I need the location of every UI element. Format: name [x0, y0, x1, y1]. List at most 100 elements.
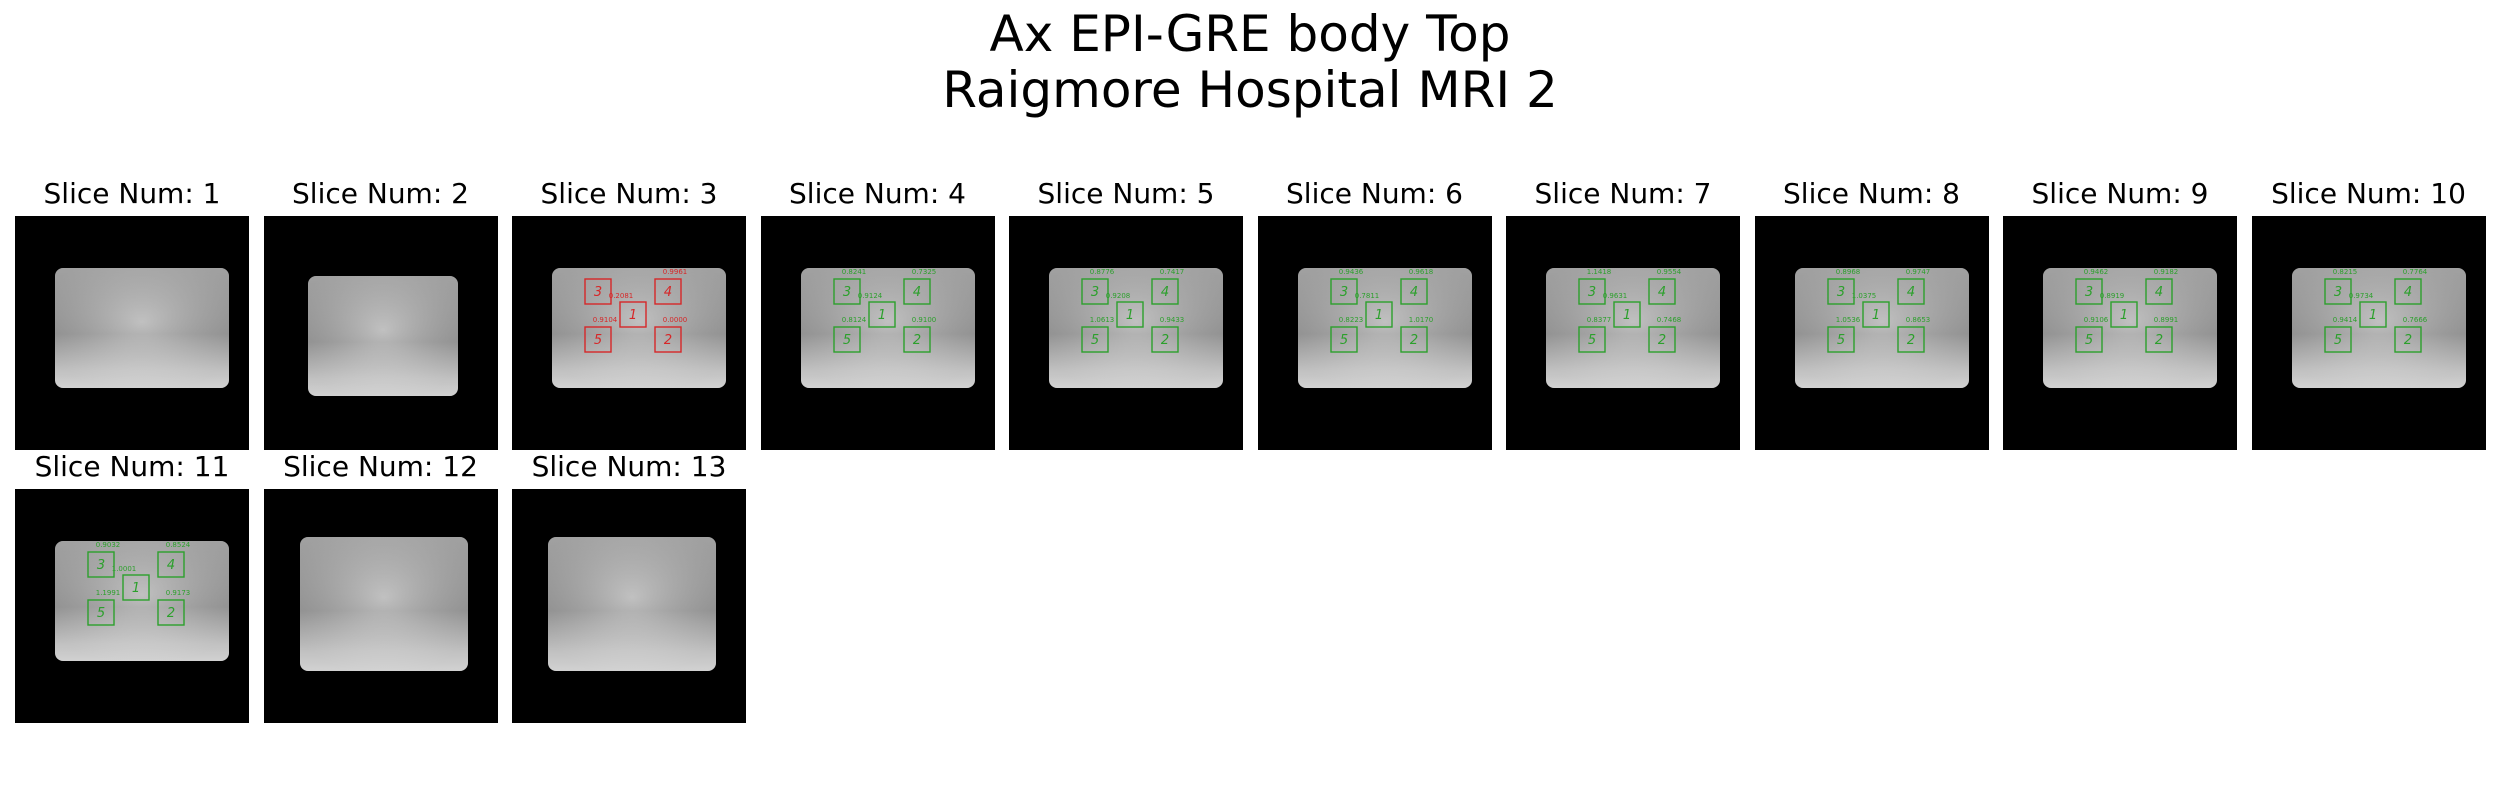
roi-value: 0.9747 — [1905, 268, 1930, 276]
roi-value: 0.9106 — [2084, 316, 2109, 324]
roi-box — [2110, 301, 2138, 328]
roi-value: 0.2081 — [609, 292, 634, 300]
roi-box — [584, 326, 612, 353]
slice-panel: Slice Num: 12 — [263, 451, 498, 723]
roi-number: 2 — [664, 333, 672, 348]
roi-number: 5 — [594, 333, 602, 348]
phantom-shading — [299, 537, 468, 671]
roi-box — [1578, 326, 1606, 353]
roi-number: 1 — [877, 308, 885, 323]
roi-number: 4 — [2403, 285, 2411, 300]
roi-value: 0.9208 — [1106, 292, 1131, 300]
slice-panel: Slice Num: 5 3 0.8776 4 0.7417 1 0.9208 5 1.0613… — [1009, 177, 1243, 450]
roi-value: 0.9104 — [593, 316, 618, 324]
roi-number: 3 — [2085, 285, 2093, 300]
roi-box — [902, 326, 931, 353]
slice-label: Slice Num: 3 — [540, 177, 718, 210]
roi-value: 0.9414 — [2332, 316, 2357, 324]
roi-box — [1399, 278, 1428, 305]
roi-value: 0.8653 — [1905, 316, 1930, 324]
roi-box — [2323, 278, 2352, 305]
roi-number: 4 — [912, 285, 920, 300]
roi-value: 0.7468 — [1657, 316, 1682, 324]
roi-box — [2145, 278, 2173, 305]
mri-slice-image: 3 0.8215 4 0.7764 1 0.9734 5 0.9414 2 0.7666 — [2251, 216, 2486, 450]
phantom-shading — [800, 268, 975, 388]
roi-number: 4 — [1409, 285, 1417, 300]
roi-box — [2075, 278, 2103, 305]
roi-number: 3 — [842, 285, 850, 300]
roi-box — [2075, 326, 2103, 353]
roi-box — [157, 551, 185, 578]
roi-value: 0.9032 — [96, 541, 121, 549]
roi-value: 0.9462 — [2084, 268, 2109, 276]
roi-number: 3 — [1091, 285, 1099, 300]
slice-label: Slice Num: 11 — [34, 450, 230, 483]
roi-value: 1.0536 — [1835, 316, 1860, 324]
roi-value: 0.9436 — [1338, 268, 1363, 276]
roi-box — [832, 326, 861, 353]
roi-value: 0.7325 — [911, 268, 936, 276]
mri-slice-image: 3 0.9436 4 0.9618 1 0.7811 5 0.8223 2 1.0170 — [1257, 216, 1492, 450]
slice-panel: Slice Num: 13 — [512, 450, 746, 723]
mri-slice-image — [512, 489, 746, 723]
roi-number: 5 — [2085, 333, 2093, 348]
roi-box — [1329, 278, 1358, 305]
roi-box — [1364, 301, 1393, 328]
phantom-shading — [2043, 268, 2217, 388]
mri-slice-image: 3 0.9462 4 0.9182 1 0.8919 5 0.9106 2 0.8991 — [2003, 216, 2237, 450]
roi-number: 1 — [2368, 308, 2376, 323]
roi-value: 0.8241 — [841, 268, 866, 276]
roi-number: 4 — [1658, 285, 1666, 300]
slice-panel: Slice Num: 7 3 1.1418 4 0.9554 1 0.9631 5 0.8377… — [1506, 178, 1740, 450]
roi-box — [122, 574, 150, 601]
mri-slice-image: 3 4 0.9961 1 0.2081 5 0.9104 2 0.0000 — [512, 216, 746, 450]
roi-value: 0.9734 — [2348, 292, 2373, 300]
roi-box — [654, 326, 682, 353]
roi-number: 2 — [1409, 333, 1417, 348]
roi-box — [1081, 326, 1109, 353]
phantom-shading — [2291, 268, 2466, 388]
roi-number: 3 — [1339, 285, 1347, 300]
roi-number: 3 — [2333, 285, 2341, 300]
mri-slice-image: 3 0.8776 4 0.7417 1 0.9208 5 1.0613 2 0.9433 — [1009, 216, 1243, 450]
phantom-shading — [1049, 268, 1223, 388]
roi-box — [2358, 301, 2387, 328]
roi-box — [1826, 278, 1855, 305]
roi-value: 0.8776 — [1090, 268, 1115, 276]
roi-number: 1 — [1623, 308, 1631, 323]
slice-panel: Slice Num: 1 — [15, 178, 249, 450]
phantom-shading — [548, 537, 716, 671]
roi-box — [1578, 278, 1606, 305]
roi-number: 2 — [912, 333, 920, 348]
roi-value: 1.1418 — [1587, 268, 1612, 276]
roi-value: 0.7764 — [2402, 268, 2427, 276]
slice-label: Slice Num: 13 — [531, 450, 727, 483]
roi-value: 0.8377 — [1587, 316, 1612, 324]
roi-box — [1329, 326, 1358, 353]
roi-number: 1 — [1126, 308, 1134, 323]
roi-box — [2393, 278, 2422, 305]
roi-value: 0.9433 — [1160, 316, 1185, 324]
roi-number: 2 — [1161, 333, 1169, 348]
roi-number: 4 — [2155, 285, 2163, 300]
mri-slice-image: 3 0.9032 4 0.8524 1 1.0001 5 1.1991 2 0.9173 — [15, 489, 249, 723]
phantom-shading — [552, 268, 726, 388]
roi-number: 5 — [1339, 333, 1347, 348]
mri-slice-image: 3 1.1418 4 0.9554 1 0.9631 5 0.8377 2 0.7468 — [1506, 216, 1740, 450]
roi-box — [1081, 278, 1109, 305]
roi-box — [87, 599, 115, 626]
figure-title-line-1: Ax EPI-GRE body Top — [989, 5, 1511, 63]
roi-box — [1151, 278, 1179, 305]
roi-value: 1.0170 — [1408, 316, 1433, 324]
roi-value: 0.7666 — [2402, 316, 2427, 324]
roi-value: 0.9173 — [166, 589, 191, 597]
roi-number: 3 — [1588, 285, 1596, 300]
roi-number: 4 — [1161, 285, 1169, 300]
slice-panel: Slice Num: 3 3 4 0.9961 1 0.2081 5 0.9104 2 0.000… — [512, 177, 746, 450]
roi-box — [1896, 278, 1925, 305]
roi-value: 0.8223 — [1338, 316, 1363, 324]
roi-number: 2 — [167, 606, 175, 621]
slice-label: Slice Num: 5 — [1037, 177, 1215, 210]
roi-value: 0.9182 — [2154, 268, 2179, 276]
